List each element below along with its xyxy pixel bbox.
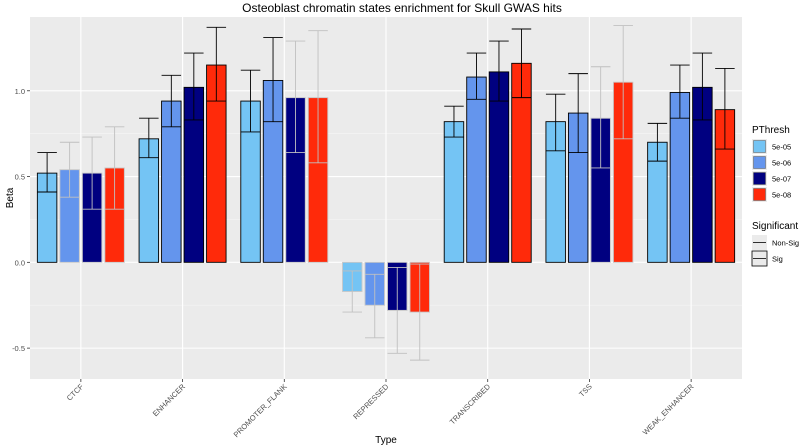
legend-swatch — [753, 156, 766, 169]
legend-swatch — [753, 188, 766, 201]
legend-label: 5e-08 — [772, 191, 791, 200]
error-bars-layer — [37, 25, 735, 361]
x-tick-label: CTCF — [65, 382, 86, 403]
legend-label: Sig — [772, 255, 783, 264]
y-tick-label: 0.5 — [15, 173, 25, 182]
x-tick-label: TSS — [577, 382, 594, 399]
x-tick-label: REPRESSED — [351, 382, 390, 421]
legend-fill-keys: 5e-05 5e-06 5e-07 5e-08 — [752, 139, 791, 202]
x-axis-title: Type — [375, 435, 397, 446]
x-axis: CTCF ENHANCER PROMOTER_FLANK REPRESSED TRANS… — [65, 379, 696, 439]
legend-label: 5e-05 — [772, 143, 791, 152]
x-tick-label: WEAK_ENHANCER — [641, 382, 696, 437]
bar — [466, 76, 487, 263]
legend: PThresh 5e-05 5e-06 5e-07 5e-08 Significant… — [751, 125, 799, 267]
legend-swatch — [753, 172, 766, 185]
legend-swatch — [753, 140, 766, 153]
x-tick-label: TRANSCRIBED — [448, 382, 493, 427]
legend-label: Non-Sig — [772, 239, 799, 248]
y-tick-label: 1.0 — [15, 87, 25, 96]
y-axis-title: Beta — [5, 187, 16, 208]
legend-sig-keys: Non-Sig Sig — [751, 235, 799, 267]
y-tick-label: 0.0 — [15, 258, 25, 267]
y-tick-label: -0.5 — [12, 344, 25, 353]
legend-sig-title: Significant — [752, 221, 798, 232]
bars-layer — [36, 62, 736, 313]
bar — [443, 121, 465, 263]
legend-label: 5e-07 — [772, 175, 791, 184]
x-tick-label: ENHANCER — [151, 382, 188, 419]
x-tick-label: PROMOTER_FLANK — [232, 382, 289, 439]
y-axis: -0.5 0.0 0.5 1.0 — [12, 87, 30, 353]
chart-title: Osteoblast chromatin states enrichment f… — [242, 1, 562, 15]
legend-label: 5e-06 — [772, 159, 791, 168]
legend-fill-title: PThresh — [752, 125, 790, 136]
